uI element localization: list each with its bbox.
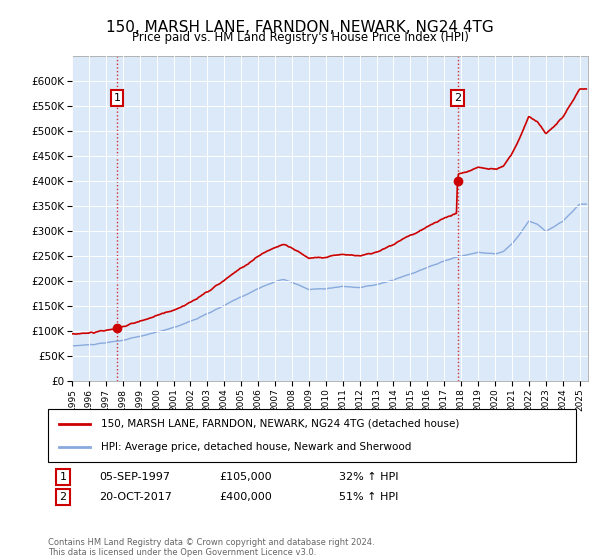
- Text: 1: 1: [59, 472, 67, 482]
- Text: 1: 1: [113, 93, 121, 103]
- Text: Price paid vs. HM Land Registry's House Price Index (HPI): Price paid vs. HM Land Registry's House …: [131, 31, 469, 44]
- Text: 05-SEP-1997: 05-SEP-1997: [99, 472, 170, 482]
- Text: 20-OCT-2017: 20-OCT-2017: [99, 492, 172, 502]
- Text: 150, MARSH LANE, FARNDON, NEWARK, NG24 4TG (detached house): 150, MARSH LANE, FARNDON, NEWARK, NG24 4…: [101, 419, 459, 429]
- Text: 2: 2: [454, 93, 461, 103]
- Text: £105,000: £105,000: [219, 472, 272, 482]
- Text: 2: 2: [59, 492, 67, 502]
- Text: HPI: Average price, detached house, Newark and Sherwood: HPI: Average price, detached house, Newa…: [101, 442, 411, 452]
- Text: £400,000: £400,000: [219, 492, 272, 502]
- Text: 51% ↑ HPI: 51% ↑ HPI: [339, 492, 398, 502]
- FancyBboxPatch shape: [48, 409, 576, 462]
- Text: 150, MARSH LANE, FARNDON, NEWARK, NG24 4TG: 150, MARSH LANE, FARNDON, NEWARK, NG24 4…: [106, 20, 494, 35]
- Text: Contains HM Land Registry data © Crown copyright and database right 2024.
This d: Contains HM Land Registry data © Crown c…: [48, 538, 374, 557]
- Text: 32% ↑ HPI: 32% ↑ HPI: [339, 472, 398, 482]
